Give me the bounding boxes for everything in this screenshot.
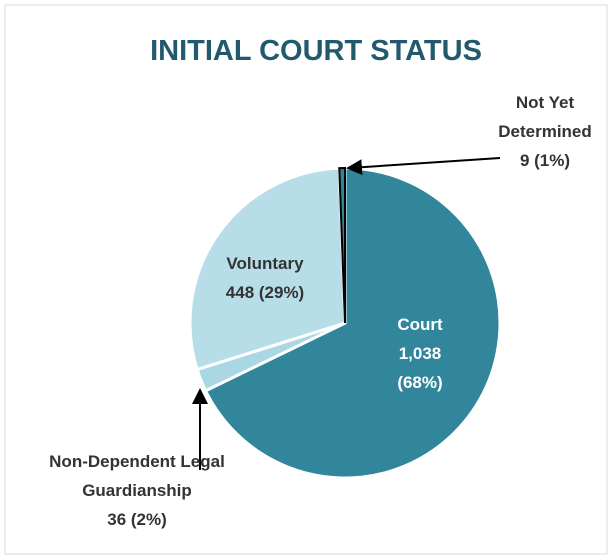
slice-value-label: 36 (2%): [107, 510, 167, 529]
chart-title: INITIAL COURT STATUS: [150, 35, 482, 67]
pie-slice: [188, 166, 347, 372]
slice-value-label-line: 448 (29%): [226, 283, 304, 302]
slice-value-label-line: (68%): [397, 373, 442, 392]
slice-name: Voluntary: [226, 254, 304, 273]
slice-value-label-line: 9 (1%): [520, 151, 570, 170]
slice-value-label: 9 (1%): [520, 151, 570, 170]
slice-name-line: Not Yet: [516, 93, 575, 112]
slice-name: Not Yet Determined: [498, 93, 592, 141]
leader-line: [346, 157, 501, 176]
slice-name-line: Voluntary: [226, 254, 304, 273]
pie-slice: [338, 166, 346, 324]
pie-slice: [203, 166, 502, 480]
slice-name-line: Non-Dependent Legal: [49, 452, 225, 471]
slice-name: Court: [397, 315, 443, 334]
slice-value-label: 1,038 (68%): [397, 344, 442, 392]
slice-name-line: Court: [397, 315, 443, 334]
slice-value-label-line: 1,038: [399, 344, 442, 363]
slice-value-label: 448 (29%): [226, 283, 304, 302]
slice-value-label-line: 36 (2%): [107, 510, 167, 529]
slice-name-line: Guardianship: [82, 481, 192, 500]
slice-name-line: Determined: [498, 122, 592, 141]
slice-name: Non-Dependent Legal Guardianship: [49, 452, 225, 500]
